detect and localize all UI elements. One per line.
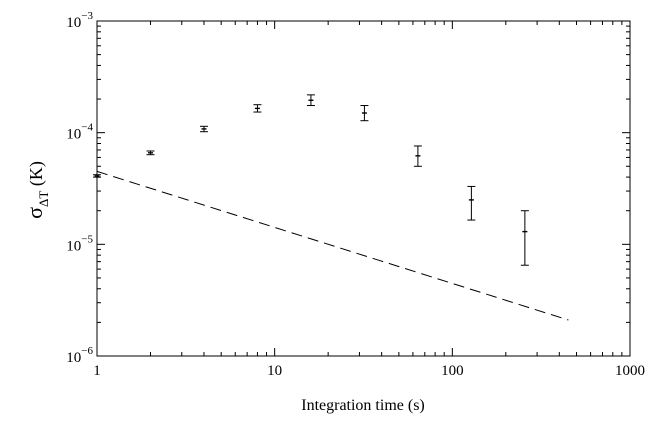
data-point [306, 94, 315, 107]
plot-frame [96, 20, 631, 357]
y-tick-base: 10 [66, 350, 81, 366]
y-tick-exponent: −4 [81, 122, 93, 134]
y-axis-label: σΔT (K) [22, 161, 51, 219]
y-axis-subscript: ΔT [36, 191, 51, 207]
x-axis-label: Integration time (s) [301, 397, 425, 414]
y-axis-symbol: σ [22, 207, 47, 219]
y-tick-base: 10 [66, 238, 81, 254]
y-tick-exponent: −5 [81, 233, 93, 245]
axis-ticks [96, 20, 631, 357]
data-point [467, 185, 476, 221]
y-tick-base: 10 [66, 15, 81, 31]
y-tick-exponent: −6 [81, 345, 93, 357]
y-tick-label: 10−4 [66, 122, 93, 143]
data-point [146, 150, 155, 156]
data-point [253, 104, 262, 113]
data-point [93, 174, 101, 178]
x-tick-label: 1000 [615, 363, 645, 379]
data-point [520, 210, 529, 266]
dashed-reference-line [96, 170, 569, 321]
data-point [413, 145, 422, 167]
y-tick-base: 10 [66, 127, 81, 143]
x-tick-label: 1 [93, 363, 101, 379]
series-layer [93, 94, 569, 321]
y-axis-unit: (K) [26, 161, 47, 191]
data-point [199, 125, 208, 133]
y-tick-label: 10−6 [66, 345, 93, 366]
y-tick-exponent: −3 [81, 10, 93, 22]
data-point [360, 105, 369, 122]
y-tick-label: 10−5 [66, 233, 93, 254]
x-tick-label: 100 [441, 363, 464, 379]
y-tick-label: 10−3 [66, 10, 93, 31]
x-tick-label: 10 [267, 363, 282, 379]
